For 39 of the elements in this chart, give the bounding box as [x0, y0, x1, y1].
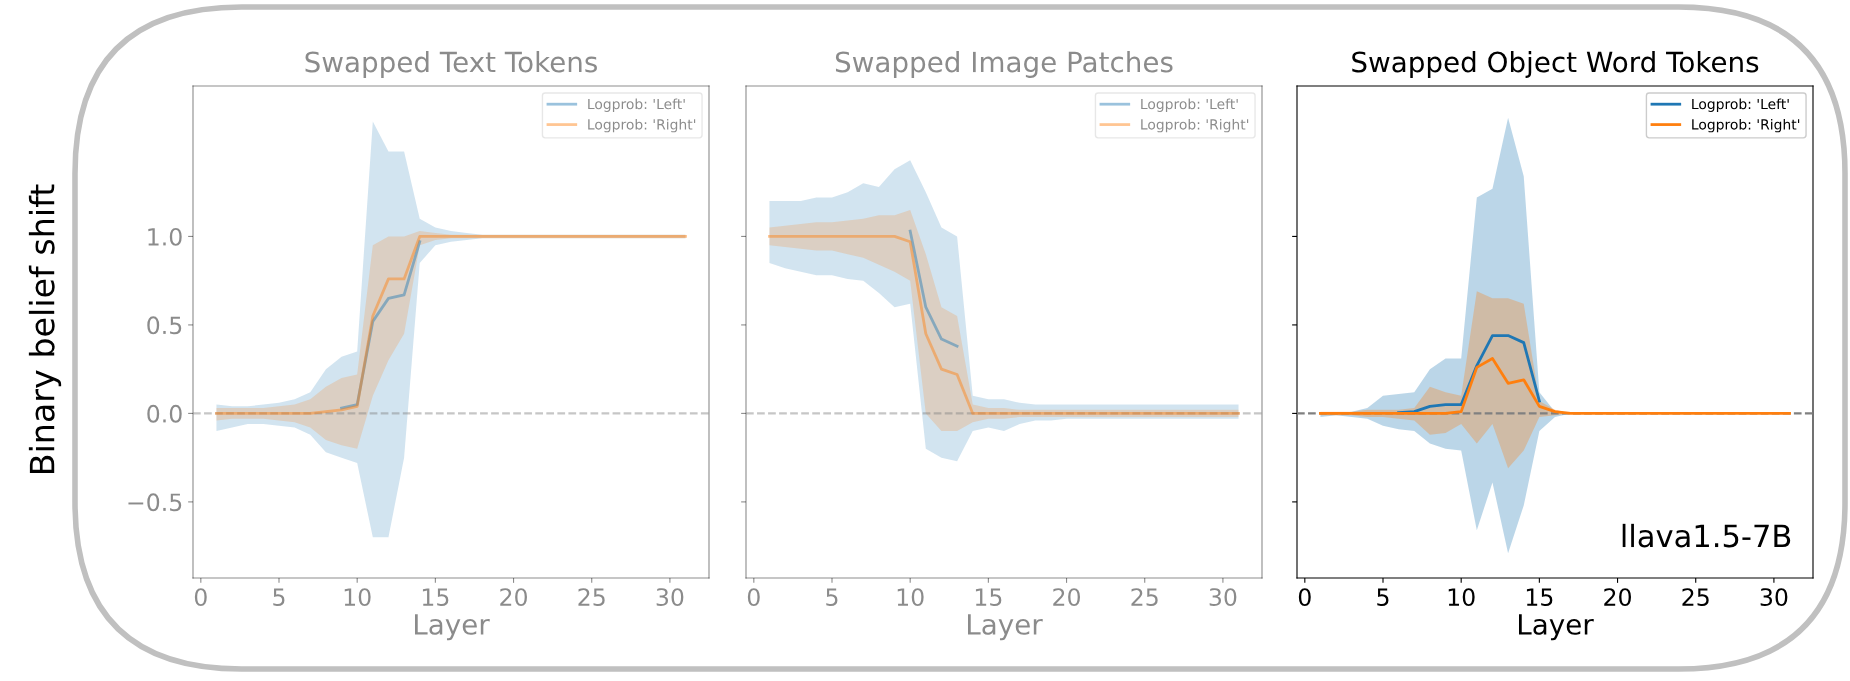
legend-label: Logprob: 'Right': [1141, 118, 1249, 133]
legend-label: Logprob: 'Left': [1692, 98, 1789, 112]
x-axis-title: Layer: [968, 614, 1043, 641]
chart-title: Swapped Image Patches: [835, 51, 1173, 78]
legend-label: Logprob: 'Right': [588, 118, 696, 133]
x-tick-label: 15: [422, 588, 449, 606]
x-tick-label: 0: [194, 588, 207, 606]
x-tick-label: 30: [656, 588, 684, 606]
legend-label: Logprob: 'Left': [588, 98, 685, 112]
y-tick-label: 0.5: [147, 316, 182, 335]
y-tick-label: −0.5: [128, 493, 182, 512]
annotation: llava1.5-7B: [1622, 523, 1791, 548]
x-tick-label: 20: [500, 588, 527, 606]
x-tick-label: 0: [1298, 588, 1311, 606]
y-tick-label: 1.0: [148, 227, 182, 246]
x-tick-label: 15: [1526, 588, 1553, 606]
x-tick-label: 10: [897, 588, 924, 606]
x-axis-title: Layer: [415, 614, 490, 641]
y-axis-title: Binary belief shift: [28, 184, 62, 474]
legend-label: Logprob: 'Right': [1692, 118, 1800, 133]
y-tick-label: 0.0: [147, 404, 182, 423]
x-tick-label: 0: [747, 588, 760, 606]
x-tick-label: 5: [1377, 588, 1389, 606]
x-tick-label: 25: [1682, 588, 1709, 606]
x-tick-label: 30: [1209, 588, 1237, 606]
x-tick-label: 20: [1604, 588, 1631, 606]
x-tick-label: 25: [1131, 588, 1158, 606]
x-tick-label: 10: [344, 588, 371, 606]
x-axis-title: Layer: [1519, 614, 1594, 641]
legend-label: Logprob: 'Left': [1141, 98, 1238, 112]
x-tick-label: 5: [826, 588, 838, 606]
x-tick-label: 20: [1053, 588, 1080, 606]
x-tick-label: 25: [578, 588, 605, 606]
x-tick-label: 30: [1760, 588, 1788, 606]
x-tick-label: 15: [975, 588, 1002, 606]
x-tick-label: 5: [273, 588, 285, 606]
chart-title: Swapped Text Tokens: [305, 51, 597, 78]
x-tick-label: 10: [1448, 588, 1475, 606]
chart-title: Swapped Object Word Tokens: [1352, 51, 1759, 78]
